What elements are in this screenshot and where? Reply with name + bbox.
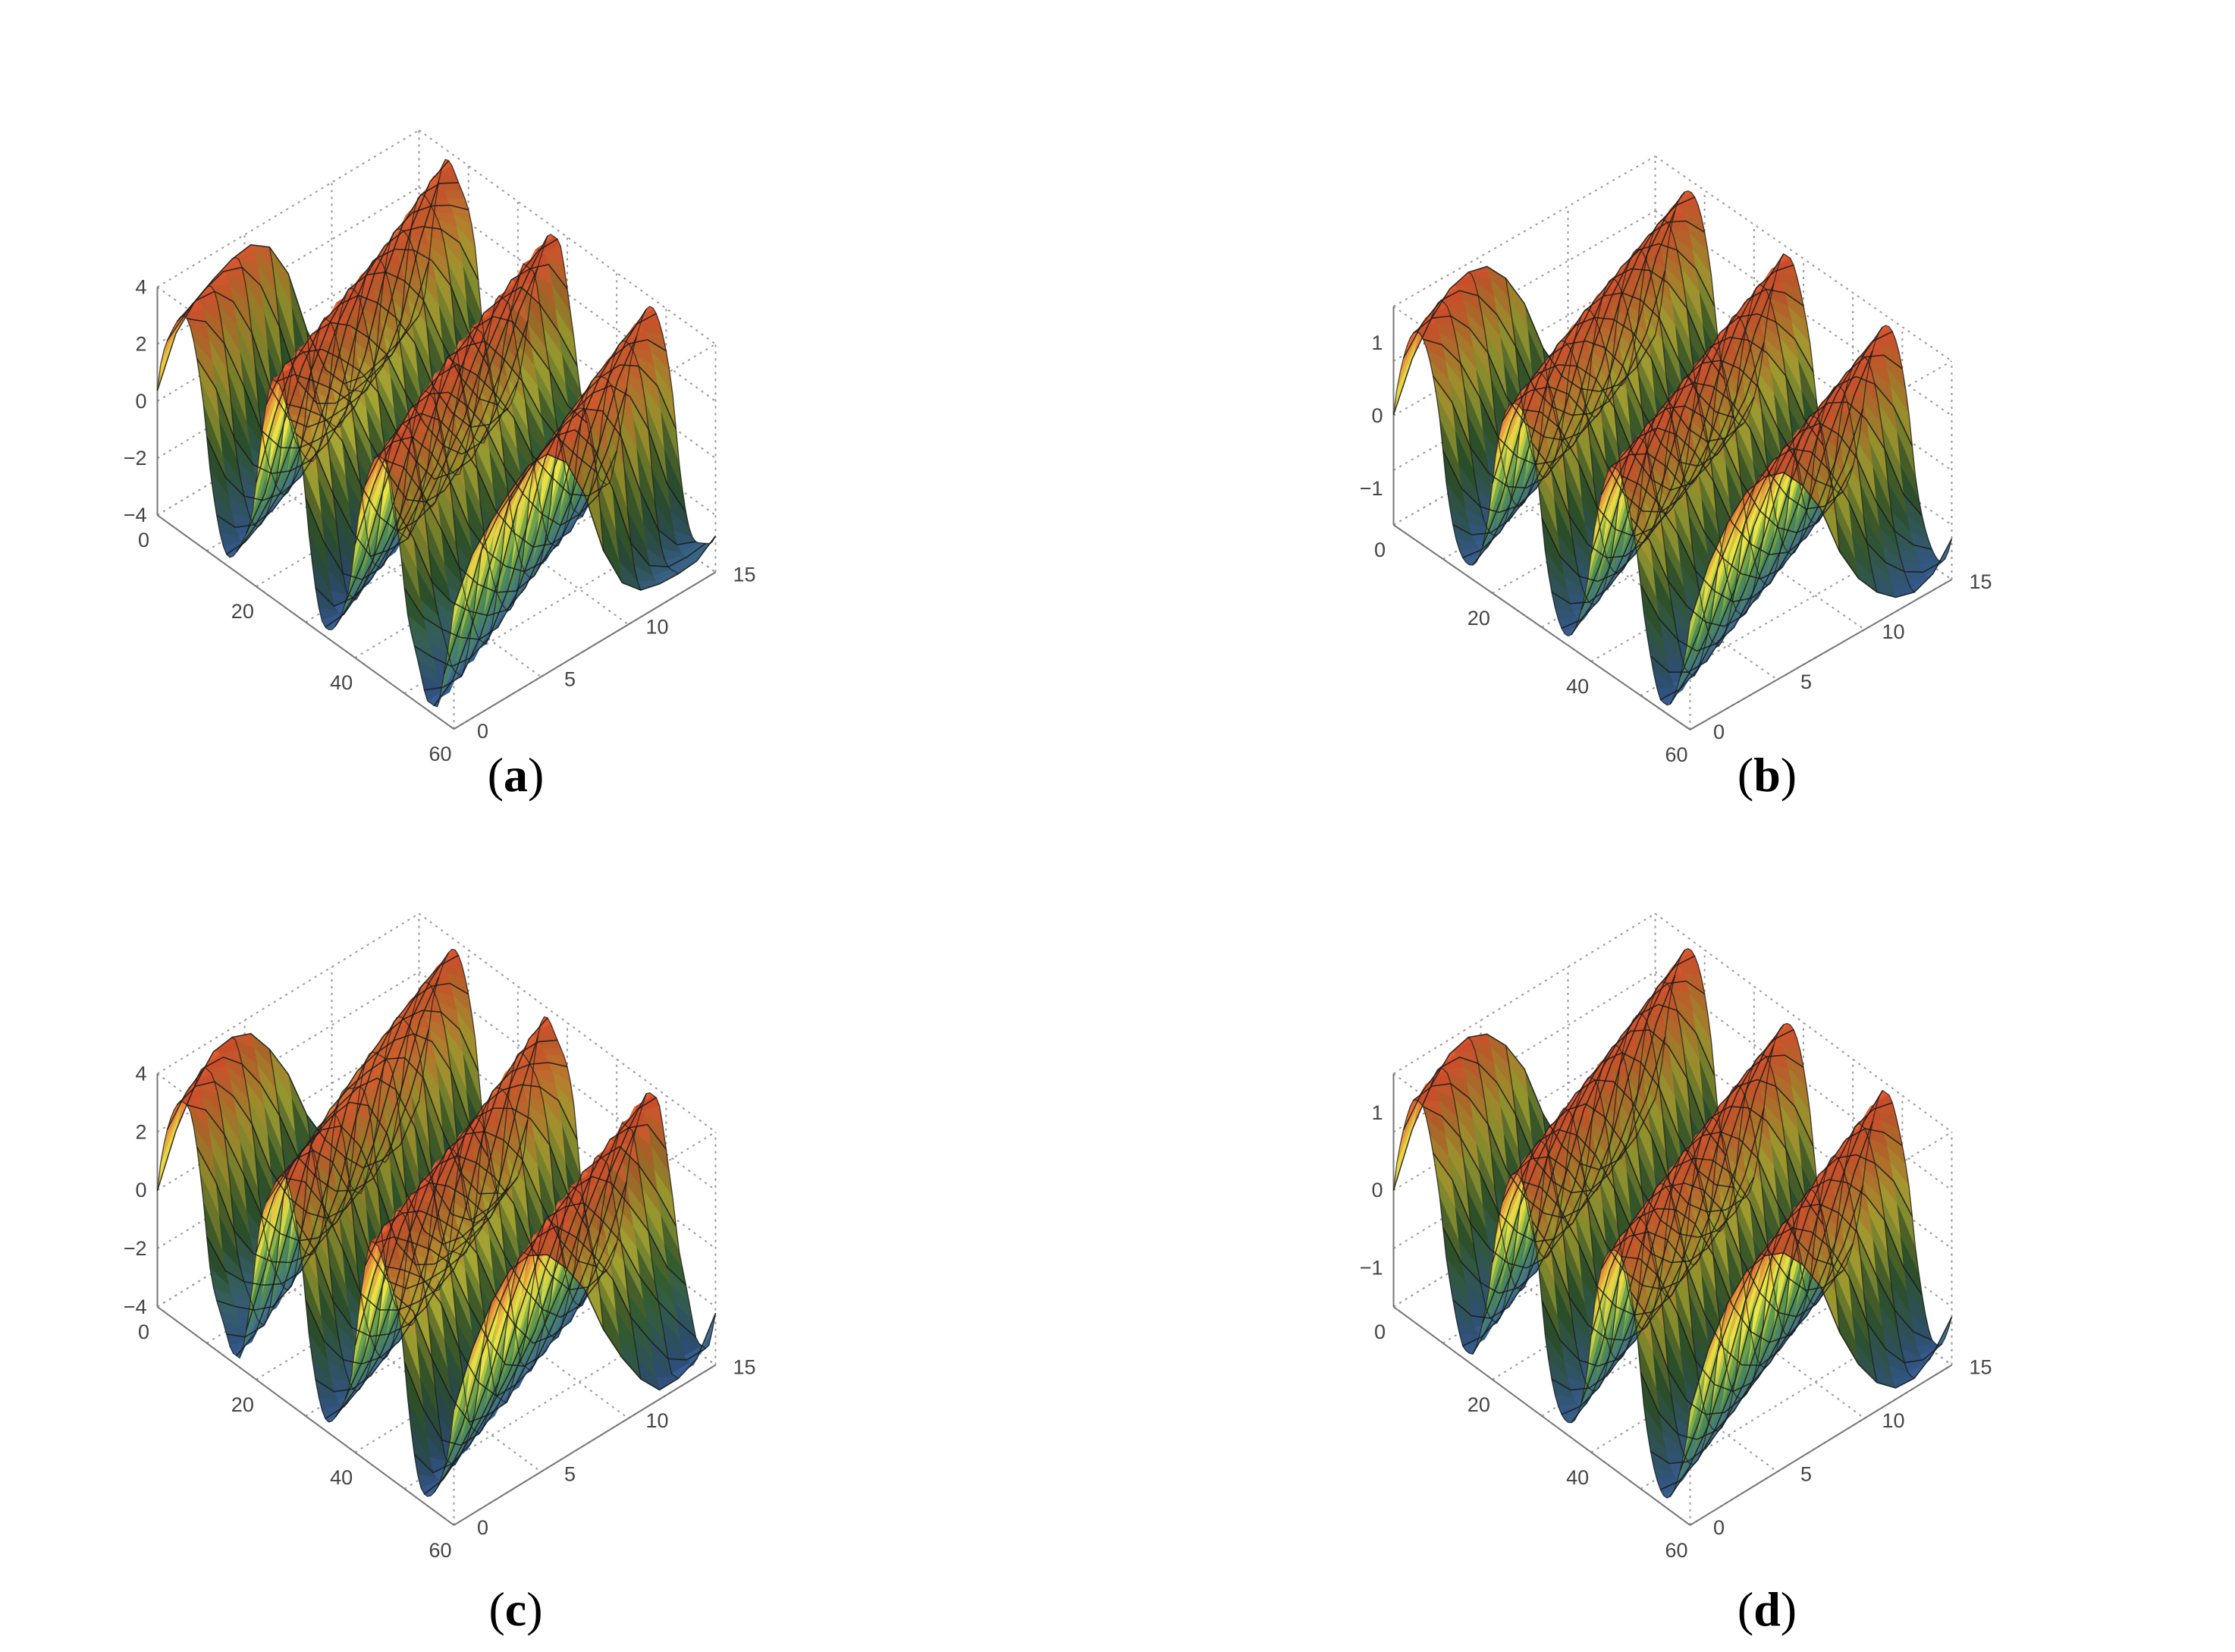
subplot-d: 0 20 40 60 0 5 10 15 1 0 −1	[1350, 812, 2222, 1562]
y-tick-label: 15	[1969, 1356, 1992, 1379]
y-tick-label: 5	[564, 667, 576, 690]
x-tick-label: 0	[1374, 1321, 1386, 1343]
y-tick-label: 5	[1800, 1462, 1812, 1485]
x-tick-label: 40	[1566, 675, 1589, 698]
y-tick-label: 10	[1882, 1409, 1904, 1432]
z-tick-label: 4	[135, 1063, 146, 1085]
z-tick-label: −4	[124, 504, 147, 526]
surface	[157, 159, 716, 707]
subplot-b: 0 20 40 60 0 5 10 15 1 0 −1	[1350, 61, 2222, 766]
surface-mesh	[156, 948, 717, 1497]
z-tick-label: −2	[124, 1237, 147, 1260]
y-tick-label: 0	[477, 720, 488, 743]
subplot-a: 0 20 40 60 0 5 10 15 4 2 0 −2 −4	[114, 30, 986, 765]
y-tick-label: 5	[1800, 671, 1812, 693]
x-tick-label: 20	[1468, 1393, 1490, 1416]
z-tick-label: 1	[1371, 1101, 1383, 1124]
caption-d: (d)	[1737, 1582, 1797, 1636]
x-tick-label: 0	[138, 1321, 149, 1343]
x-tick-label: 0	[138, 529, 149, 551]
x-tick-label: 60	[1665, 1539, 1687, 1562]
x-tick-label: 40	[330, 1466, 353, 1489]
y-tick-label: 5	[564, 1462, 576, 1485]
caption-a: (a)	[487, 748, 545, 802]
caption-b: (b)	[1737, 748, 1797, 802]
x-tick-label: 40	[330, 671, 353, 694]
surface-mesh	[1392, 947, 1953, 1499]
x-tick-label: 20	[231, 600, 254, 623]
z-tick-label: −1	[1360, 477, 1383, 500]
x-tick-label: 60	[428, 1539, 451, 1562]
x-tick-label: 0	[1374, 539, 1386, 561]
z-tick-label: 1	[1371, 331, 1383, 354]
z-tick-label: 0	[1371, 404, 1383, 427]
z-tick-label: 4	[135, 275, 146, 298]
z-tick-label: 0	[1371, 1179, 1383, 1201]
subplot-c: 0 20 40 60 0 5 10 15 4 2 0 −2 −4	[114, 812, 986, 1562]
x-tick-label: 60	[428, 743, 451, 765]
caption-c: (c)	[488, 1582, 543, 1636]
y-tick-label: 0	[1713, 1516, 1725, 1539]
z-tick-label: 0	[135, 390, 146, 413]
x-tick-label: 60	[1665, 743, 1687, 766]
y-tick-label: 15	[733, 1356, 755, 1379]
x-tick-label: 40	[1566, 1466, 1589, 1489]
x-tick-label: 20	[231, 1393, 254, 1416]
x-tick-label: 20	[1468, 607, 1490, 630]
z-tick-label: 2	[135, 1120, 146, 1143]
z-tick-label: 2	[135, 333, 146, 356]
y-tick-label: 10	[645, 615, 668, 638]
y-tick-label: 0	[1713, 721, 1725, 743]
y-tick-label: 10	[645, 1409, 668, 1432]
z-tick-label: 0	[135, 1179, 146, 1201]
y-tick-label: 15	[733, 563, 755, 586]
z-tick-label: −1	[1360, 1257, 1383, 1280]
surface-mesh	[156, 159, 717, 708]
y-tick-label: 10	[1882, 620, 1904, 643]
y-tick-label: 15	[1969, 570, 1992, 593]
y-tick-label: 0	[477, 1516, 488, 1539]
z-tick-label: −2	[124, 447, 147, 470]
surface-mesh	[1392, 190, 1953, 706]
z-tick-label: −4	[124, 1296, 147, 1318]
